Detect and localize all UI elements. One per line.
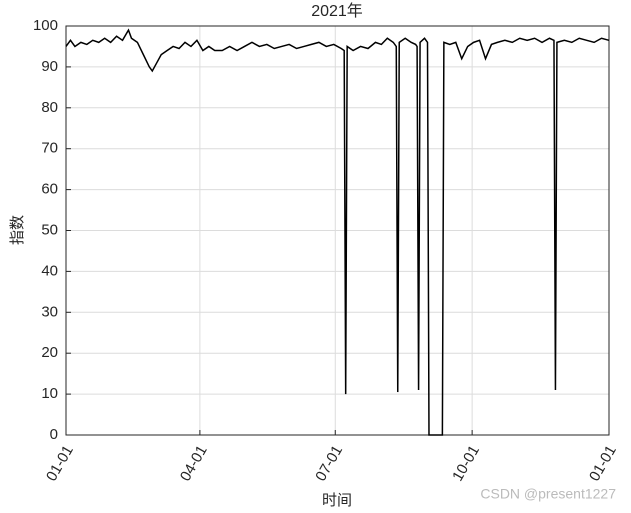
x-tick-label: 10-01 — [449, 442, 483, 484]
y-tick-label: 60 — [41, 181, 58, 198]
chart-title: 2021年 — [311, 2, 363, 20]
y-tick-label: 20 — [41, 344, 58, 361]
x-tick-label: 04-01 — [177, 442, 211, 484]
x-tick-label: 07-01 — [312, 442, 346, 484]
x-tick-label: 01-01 — [586, 442, 620, 484]
y-tick-label: 100 — [33, 17, 58, 34]
y-tick-label: 10 — [41, 385, 58, 402]
x-axis-label: 时间 — [322, 492, 352, 509]
y-tick-label: 30 — [41, 303, 58, 320]
y-tick-label: 90 — [41, 58, 58, 75]
y-tick-label: 70 — [41, 140, 58, 157]
plot-frame — [65, 25, 610, 436]
watermark: CSDN @present1227 — [480, 486, 616, 502]
data-line — [65, 28, 610, 436]
y-tick-label: 50 — [41, 221, 58, 238]
x-tick-label: 01-01 — [43, 442, 77, 484]
y-tick-label: 80 — [41, 99, 58, 116]
y-tick-label: 0 — [50, 426, 58, 443]
y-tick-label: 40 — [41, 262, 58, 279]
y-axis-label: 指数 — [9, 215, 26, 245]
